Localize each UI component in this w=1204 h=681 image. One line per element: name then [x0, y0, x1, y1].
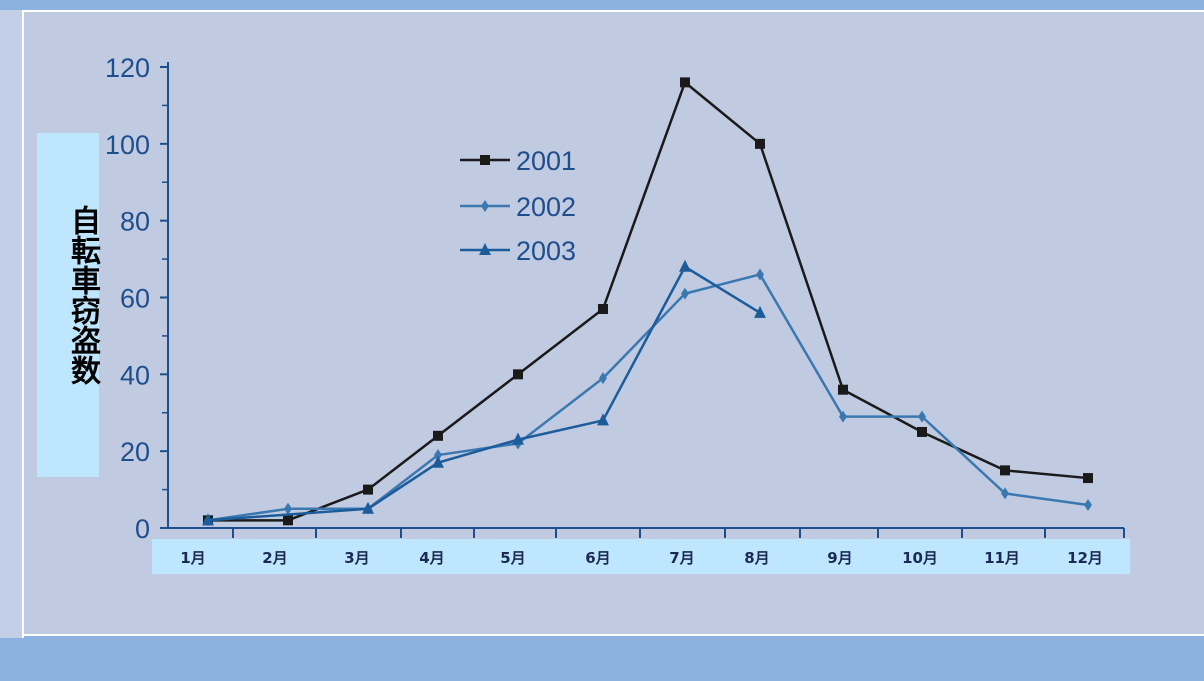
- legend-label-2003: 2003: [516, 236, 576, 266]
- data-point-2003: [202, 513, 214, 526]
- data-point-2002: [1084, 498, 1092, 511]
- legend-marker-2003: [479, 243, 491, 255]
- data-point-2002: [434, 449, 442, 462]
- chart-panel: [24, 10, 1204, 636]
- data-point-2002: [284, 502, 292, 515]
- x-tick-label: 1月: [180, 549, 205, 567]
- data-point-2001: [283, 515, 293, 526]
- data-point-2003: [362, 501, 374, 514]
- data-point-2001: [513, 369, 523, 380]
- y-axis-label: 自転車窃盗数: [65, 205, 100, 385]
- y-tick-label: 0: [135, 514, 150, 544]
- data-point-2003: [754, 305, 766, 318]
- data-point-2002: [599, 372, 607, 385]
- legend-marker-2002: [481, 200, 489, 212]
- x-tick-label: 11月: [984, 549, 1020, 567]
- x-tick-label: 12月: [1067, 549, 1103, 567]
- left-strip: [0, 10, 24, 638]
- data-point-2001: [755, 138, 765, 149]
- data-point-2001: [363, 484, 373, 495]
- data-point-2001: [433, 430, 443, 441]
- legend-label-2001: 2001: [516, 146, 576, 176]
- x-tick-label: 9月: [827, 549, 852, 567]
- data-point-2002: [918, 410, 926, 423]
- y-tick-label: 40: [120, 360, 150, 390]
- x-tick-label: 3月: [344, 549, 369, 567]
- y-tick-label: 120: [105, 53, 150, 83]
- y-tick-label: 60: [120, 284, 150, 314]
- legend-marker-2001: [480, 155, 490, 165]
- data-point-2003: [679, 259, 691, 272]
- x-tick-label: 2月: [262, 549, 287, 567]
- series-line-2001: [208, 80, 1089, 522]
- legend-label-2002: 2002: [516, 192, 576, 222]
- data-point-2001: [838, 384, 848, 395]
- y-axis-label-box: 自転車窃盗数: [37, 133, 100, 477]
- data-point-2001: [1000, 465, 1010, 476]
- x-tick-label: 5月: [500, 549, 525, 567]
- data-point-2002: [756, 268, 764, 281]
- y-tick-label: 100: [105, 130, 150, 160]
- data-point-2001: [917, 426, 927, 437]
- data-point-2002: [839, 410, 847, 423]
- data-point-2003: [597, 413, 609, 426]
- x-tick-label: 10月: [902, 549, 938, 567]
- series-line-2002: [207, 273, 1089, 522]
- data-point-2003: [432, 455, 444, 468]
- x-tick-label: 8月: [744, 549, 769, 567]
- data-point-2001: [598, 304, 608, 315]
- top-band: [0, 0, 1204, 10]
- bottom-band: [0, 638, 1204, 681]
- data-point-2002: [681, 287, 689, 300]
- data-point-2001: [1083, 473, 1093, 484]
- data-point-2001: [680, 77, 690, 88]
- x-axis-band: [152, 539, 1130, 574]
- data-point-2003: [512, 432, 524, 445]
- series-line-2003: [207, 265, 761, 522]
- data-point-2002: [1001, 487, 1009, 500]
- x-tick-label: 4月: [419, 549, 444, 567]
- x-tick-label: 6月: [585, 549, 610, 567]
- x-tick-label: 7月: [669, 549, 694, 567]
- y-tick-label: 20: [120, 437, 150, 467]
- y-tick-label: 80: [120, 207, 150, 237]
